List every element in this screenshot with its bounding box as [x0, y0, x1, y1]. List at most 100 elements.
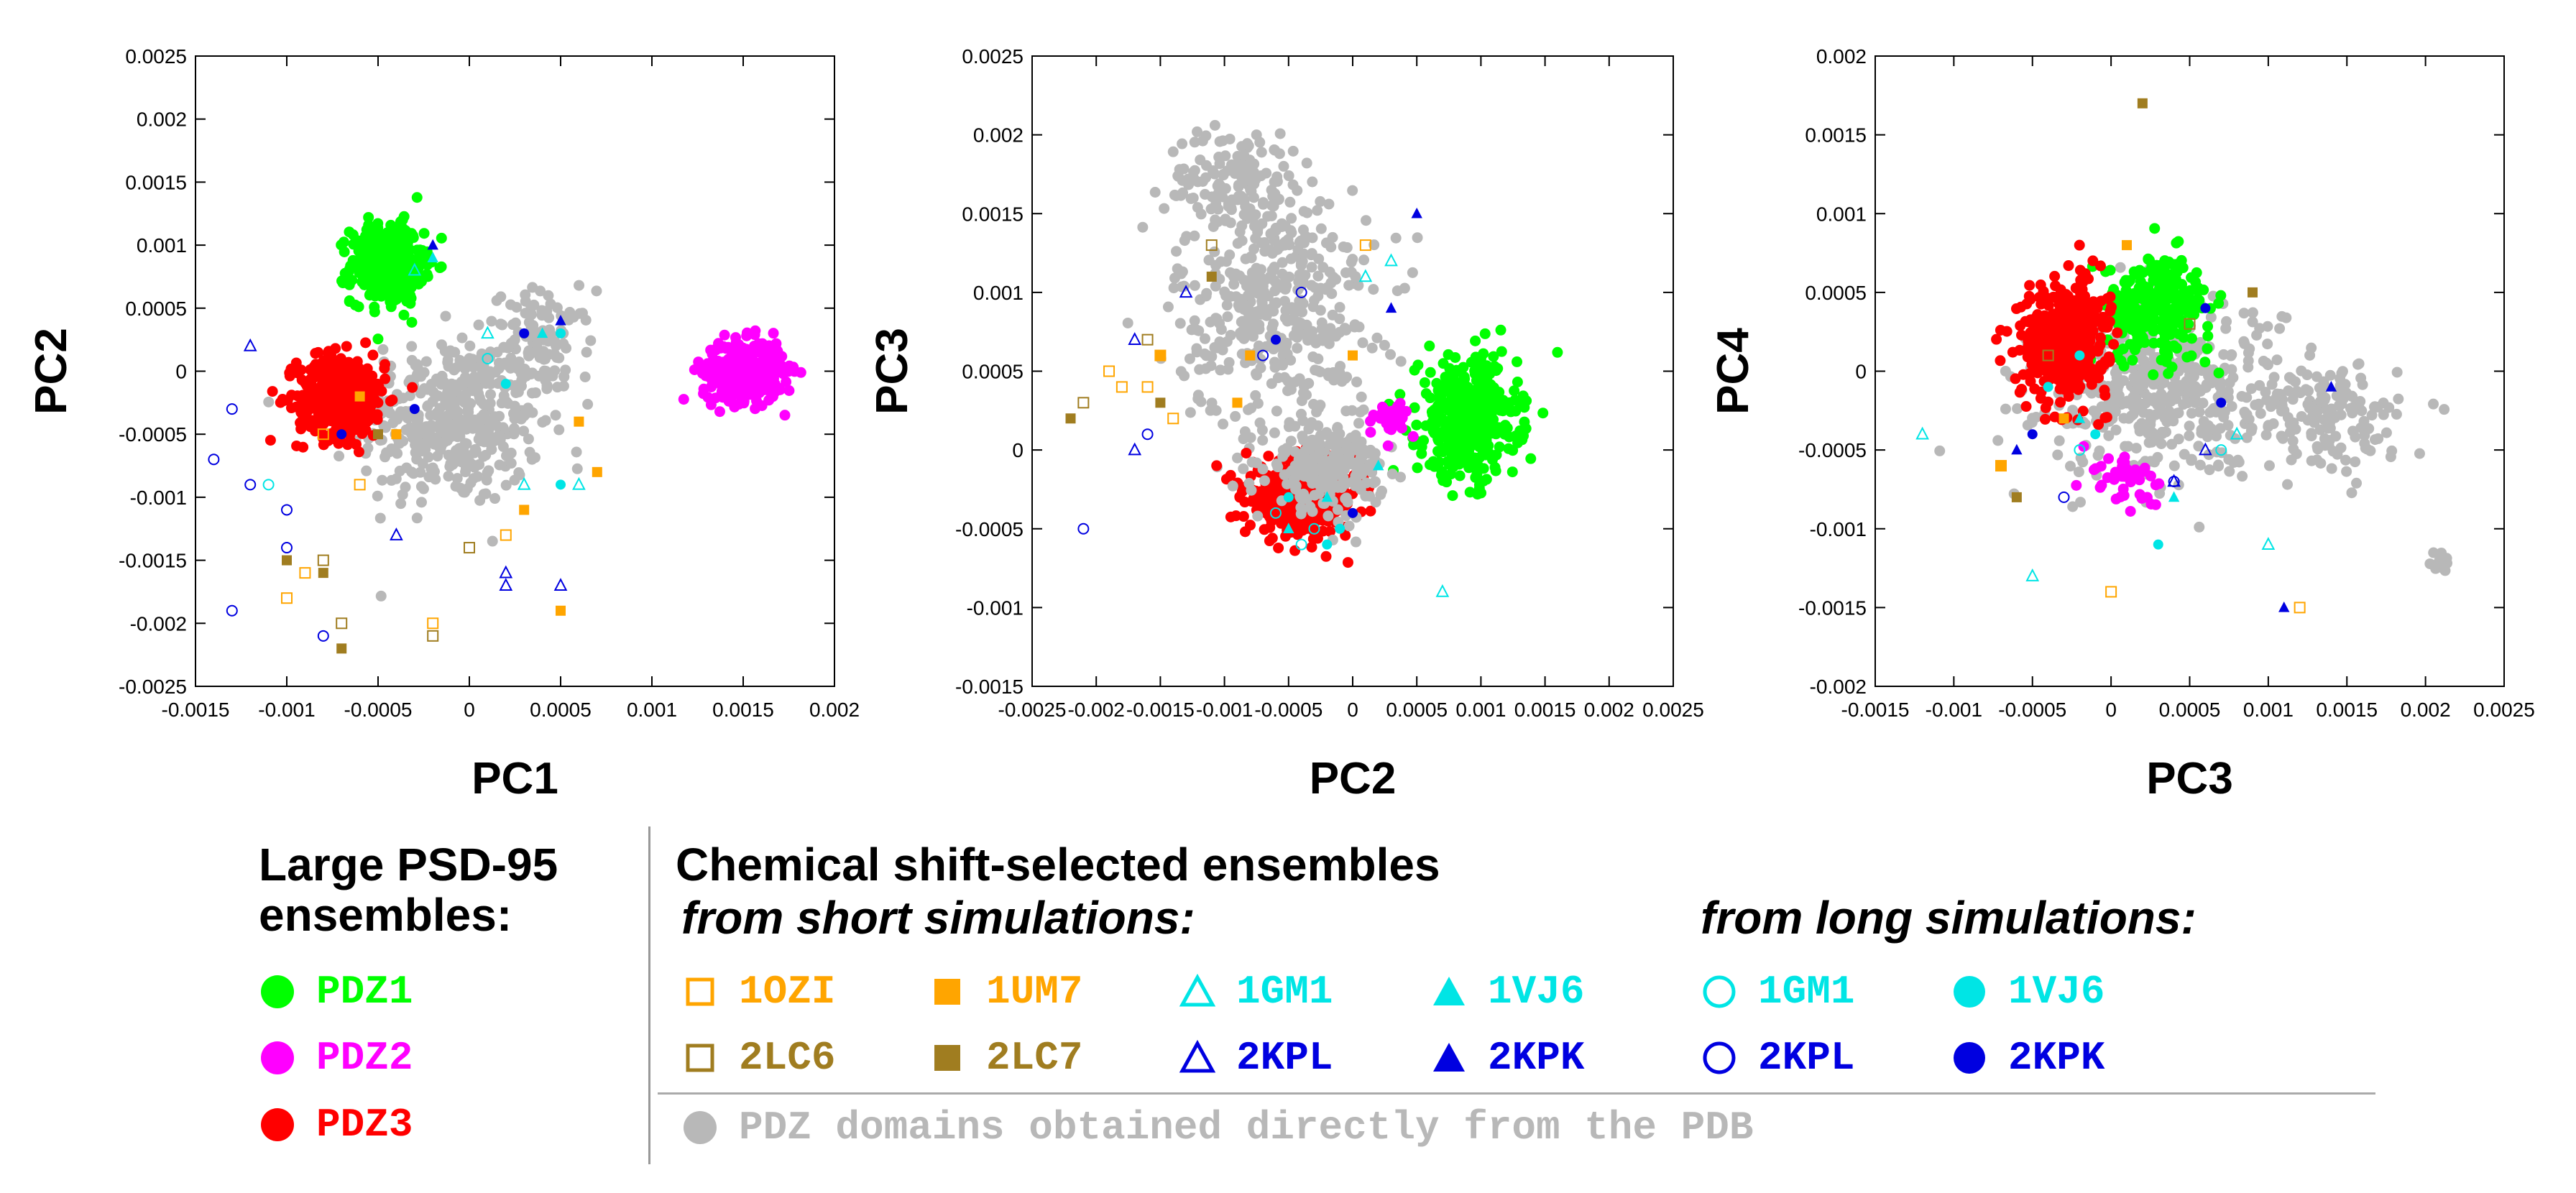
point-pdz2: [715, 367, 727, 378]
point-pdb: [1314, 479, 1325, 491]
marker-1um7: [1245, 350, 1256, 361]
marker-2kpls: [499, 578, 513, 591]
point-pdb: [2121, 397, 2133, 409]
point-pdb: [1352, 479, 1363, 490]
point-pdz2: [723, 395, 735, 407]
point-pdz3: [1230, 510, 1242, 522]
point-pdz3: [2079, 313, 2091, 324]
point-pdb: [2255, 407, 2266, 419]
point-pdb: [1269, 262, 1280, 273]
point-pdb: [1209, 168, 1220, 180]
point-pdz3: [2010, 373, 2021, 384]
point-pdb: [528, 320, 539, 331]
x-tick-label: -0.0015: [1841, 699, 1910, 721]
point-pdz1: [2161, 356, 2172, 367]
point-pdz1: [359, 244, 370, 255]
marker-1vj6l: [2043, 382, 2053, 392]
point-pdz1: [1479, 328, 1491, 339]
point-pdb: [1350, 271, 1361, 282]
point-pdz2: [725, 369, 737, 381]
point-pdb: [1199, 333, 1210, 344]
point-pdz1: [1426, 406, 1438, 418]
point-pdb: [1347, 185, 1358, 196]
point-pdb: [1189, 280, 1200, 291]
point-pdb: [1269, 144, 1281, 156]
point-pdz1: [2124, 275, 2135, 286]
point-pdb: [2246, 423, 2258, 434]
point-pdz3: [356, 424, 368, 436]
point-pdz1: [2166, 283, 2178, 295]
point-pdb: [2263, 460, 2275, 471]
point-pdz3: [323, 390, 334, 401]
point-pdz3: [2081, 298, 2092, 309]
point-pdb: [1305, 501, 1316, 512]
point-pdz2: [2102, 472, 2113, 484]
x-tick-label: 0.002: [1584, 699, 1634, 721]
point-pdb: [1361, 215, 1372, 226]
point-pdz1: [413, 245, 424, 257]
point-pdb: [1223, 356, 1235, 368]
point-pdz1: [411, 192, 423, 203]
point-pdb: [2193, 343, 2204, 354]
point-pdb: [2138, 424, 2150, 436]
point-pdz2: [1393, 420, 1404, 431]
x-tick-label: -0.001: [258, 699, 315, 721]
y-axis-label: PC3: [868, 328, 917, 415]
point-pdb: [1225, 204, 1237, 216]
point-pdb: [491, 295, 502, 306]
point-pdz3: [2029, 318, 2041, 330]
point-pdz1: [1468, 439, 1479, 451]
point-pdz1: [422, 271, 433, 282]
point-pdz1: [2113, 293, 2125, 304]
point-pdb: [580, 314, 592, 326]
point-pdz1: [1424, 340, 1435, 351]
marker-1vj6l: [500, 379, 511, 390]
point-pdb: [1308, 452, 1320, 464]
point-pdb: [558, 380, 569, 392]
point-pdz3: [2018, 369, 2029, 380]
point-pdb: [1210, 405, 1222, 416]
point-pdb: [1356, 446, 1368, 457]
point-pdz1: [1495, 324, 1506, 336]
marker-2lc6: [2184, 318, 2196, 330]
pdz2-label: PDZ2: [316, 1035, 413, 1081]
x-tick-label: 0: [1347, 699, 1358, 721]
point-pdz3: [323, 364, 335, 375]
point-pdb: [386, 474, 397, 486]
point-pdb: [1312, 205, 1323, 216]
point-pdz3: [2092, 346, 2104, 357]
point-pdb: [478, 409, 489, 420]
point-pdz1: [1438, 358, 1449, 369]
point-pdz1: [1425, 392, 1436, 404]
point-pdb: [1310, 337, 1322, 349]
point-pdz2: [702, 392, 714, 403]
point-pdb: [1184, 353, 1195, 364]
point-pdz1: [1481, 360, 1492, 372]
point-pdb: [1327, 436, 1338, 447]
point-pdz3: [1265, 495, 1276, 507]
point-pdb: [2250, 399, 2261, 410]
point-pdz1: [1464, 487, 1476, 498]
point-pdb: [528, 299, 540, 310]
point-pdb: [458, 487, 469, 498]
point-pdz3: [2014, 387, 2025, 398]
y-tick-label: 0.0015: [962, 203, 1024, 225]
point-pdz3: [2092, 303, 2103, 314]
marker-2kpks: [555, 314, 566, 326]
point-pdb: [551, 302, 563, 313]
point-pdb: [1192, 176, 1204, 188]
point-pdb: [1319, 323, 1330, 335]
point-pdb: [2238, 308, 2250, 319]
marker-1gm1l: [1295, 538, 1307, 551]
point-pdb: [2219, 406, 2230, 418]
data-points: [208, 192, 806, 654]
point-pdb: [553, 424, 565, 436]
point-pdb: [1303, 377, 1315, 389]
x-axis-label: PC2: [1310, 754, 1397, 803]
point-pdb: [1332, 504, 1343, 515]
point-pdz1: [1481, 474, 1492, 485]
marker-2lc7: [1065, 413, 1076, 424]
point-pdb: [1238, 149, 1250, 161]
point-pdb: [1200, 188, 1211, 200]
point-pdz2: [1386, 407, 1398, 419]
